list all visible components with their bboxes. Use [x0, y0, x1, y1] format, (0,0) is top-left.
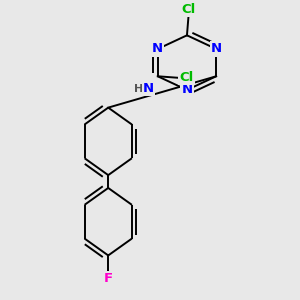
Text: N: N [143, 82, 154, 95]
Text: N: N [211, 43, 222, 56]
Text: H: H [134, 84, 143, 94]
Text: Cl: Cl [179, 71, 194, 84]
Text: F: F [104, 272, 113, 285]
Text: Cl: Cl [182, 3, 196, 16]
Text: N: N [182, 83, 193, 96]
Text: N: N [152, 43, 163, 56]
